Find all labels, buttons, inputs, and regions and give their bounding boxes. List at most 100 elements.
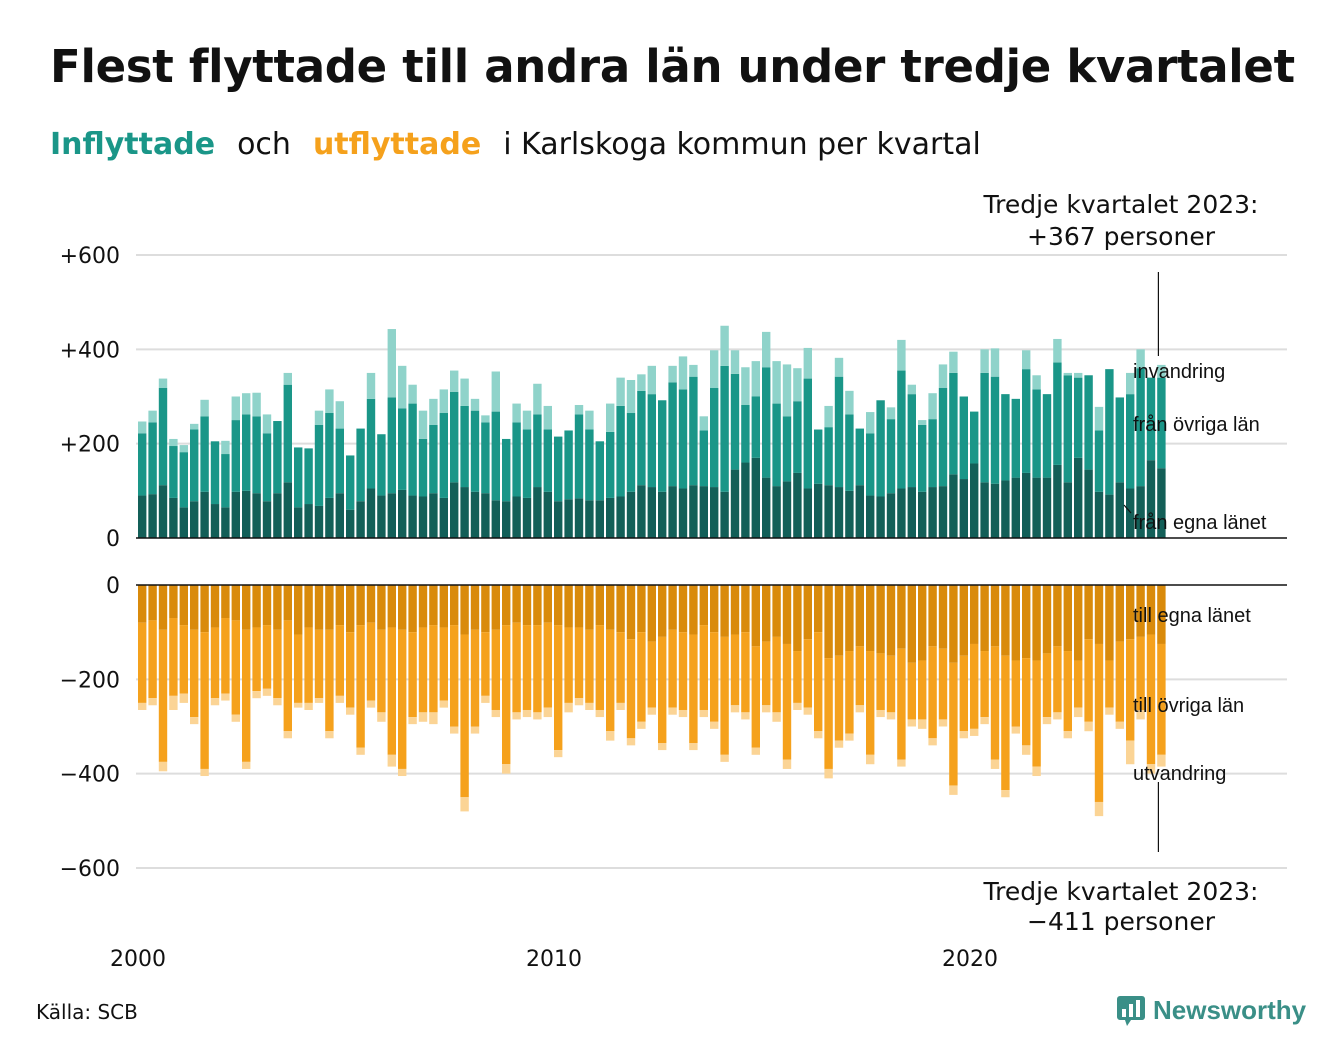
bar-out-emig xyxy=(252,691,261,699)
bar-out-emig xyxy=(502,764,511,774)
bar-out-other xyxy=(658,636,667,744)
bar-out-other xyxy=(304,627,313,703)
bar-out-other xyxy=(554,625,563,751)
bar-out-other xyxy=(772,636,781,713)
bar-out-other xyxy=(1074,660,1083,708)
bar-out-other xyxy=(294,634,303,703)
bar-out-emig xyxy=(190,717,199,725)
bar-in-immig xyxy=(221,440,230,455)
bar-out-own xyxy=(325,585,334,630)
bar-out-emig xyxy=(710,721,719,729)
bar-out-other xyxy=(429,625,438,713)
bar-in-own xyxy=(990,483,1000,538)
bar-out-own xyxy=(1157,585,1166,644)
bar-out-own xyxy=(959,585,968,656)
bar-out-emig xyxy=(834,740,844,748)
bar-out-emig xyxy=(418,712,428,722)
bar-in-own xyxy=(158,485,168,538)
bar-in-own xyxy=(522,497,532,538)
bar-in-other xyxy=(741,404,750,463)
bar-out-own xyxy=(762,585,771,642)
bar-in-own xyxy=(242,490,251,538)
bar-out-other xyxy=(158,629,168,762)
bar-out-emig xyxy=(335,695,344,703)
bar-in-own xyxy=(450,482,459,538)
series-label: till egna länet xyxy=(1133,605,1251,627)
bar-in-own xyxy=(1146,460,1156,538)
bar-in-own xyxy=(678,488,688,538)
bar-out-other xyxy=(1157,643,1166,755)
bar-in-own xyxy=(273,493,282,538)
bar-in-immig xyxy=(980,349,989,373)
bar-out-emig xyxy=(470,726,480,734)
bar-out-emig xyxy=(377,712,386,722)
bar-out-own xyxy=(626,585,636,640)
bar-in-other xyxy=(886,419,896,494)
bar-out-own xyxy=(543,585,552,623)
bar-in-immig xyxy=(158,378,168,389)
bar-out-own xyxy=(866,585,875,652)
bar-in-immig xyxy=(886,407,896,420)
bar-out-own xyxy=(418,585,428,628)
bar-out-emig xyxy=(1136,709,1145,720)
bar-in-immig xyxy=(834,357,844,377)
bar-out-other xyxy=(366,622,376,701)
bar-in-other xyxy=(398,408,407,490)
bar-out-own xyxy=(606,585,615,630)
bar-in-immig xyxy=(1136,349,1145,369)
bar-in-immig xyxy=(678,356,688,390)
bar-in-other xyxy=(283,384,292,483)
bar-in-other xyxy=(678,389,688,489)
bar-in-own xyxy=(606,497,615,538)
bar-out-other xyxy=(793,651,802,703)
bar-out-emig xyxy=(1063,731,1072,739)
bar-out-own xyxy=(533,585,542,626)
bar-out-own xyxy=(252,585,261,628)
bar-in-other xyxy=(252,416,261,494)
bar-in-other xyxy=(481,422,490,494)
bar-in-immig xyxy=(138,421,147,434)
bar-in-own xyxy=(1115,482,1124,538)
series-label: invandring xyxy=(1133,361,1225,383)
bar-in-other xyxy=(814,429,823,484)
y-tick-label: −600 xyxy=(60,857,120,882)
bar-in-other xyxy=(470,410,480,492)
bar-in-other xyxy=(439,413,448,498)
bar-in-other xyxy=(387,397,396,494)
bar-out-emig xyxy=(429,712,438,725)
bar-out-emig xyxy=(522,709,532,718)
bar-out-emig xyxy=(262,688,272,696)
bar-in-own xyxy=(418,496,428,538)
bar-in-other xyxy=(928,419,937,488)
bar-in-own xyxy=(491,500,500,538)
bar-in-immig xyxy=(907,384,916,395)
bar-out-other xyxy=(221,618,230,694)
bar-out-own xyxy=(387,585,396,628)
bar-out-emig xyxy=(304,702,313,710)
bar-out-own xyxy=(200,585,209,633)
bar-out-emig xyxy=(1074,707,1083,718)
bar-in-immig xyxy=(1157,364,1166,378)
bar-in-own xyxy=(470,491,480,538)
bar-in-other xyxy=(710,388,719,488)
bar-out-emig xyxy=(491,709,500,718)
bar-in-own xyxy=(356,501,365,538)
bar-out-own xyxy=(377,585,386,630)
bar-out-other xyxy=(855,646,864,706)
bar-in-other xyxy=(866,433,875,496)
bar-out-own xyxy=(793,585,802,652)
bar-out-own xyxy=(158,585,168,630)
bar-in-own xyxy=(138,495,147,538)
bar-in-other xyxy=(366,398,376,489)
bar-in-own xyxy=(231,491,240,538)
bar-in-own xyxy=(1032,477,1041,538)
bar-out-other xyxy=(346,632,355,708)
bar-in-own xyxy=(346,509,355,538)
bar-out-emig xyxy=(387,754,396,767)
bar-in-immig xyxy=(585,410,594,430)
bar-in-own xyxy=(626,491,636,538)
bar-out-emig xyxy=(689,743,698,751)
bar-out-other xyxy=(1136,636,1145,710)
bar-in-own xyxy=(876,496,885,538)
bar-out-other xyxy=(897,648,906,760)
